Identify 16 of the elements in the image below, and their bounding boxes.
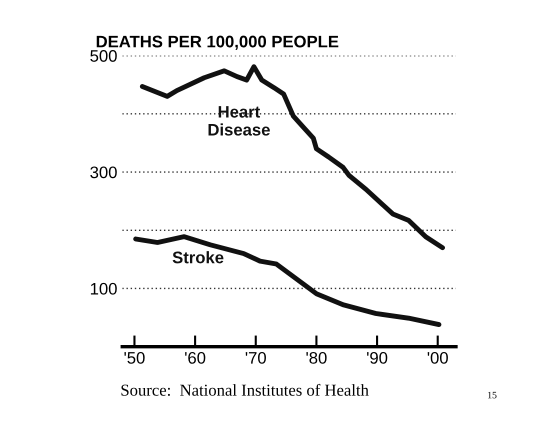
y-tick-label: 100: [90, 282, 117, 295]
source-note: Source: National Institutes of Health: [121, 384, 369, 396]
line-series: [133, 234, 442, 327]
series-label: Heart Disease: [208, 106, 270, 136]
y-tick-label: 500: [90, 50, 117, 62]
line-series: [140, 64, 446, 250]
x-tick-label: '00: [428, 352, 448, 364]
x-tick-label: '60: [185, 352, 206, 364]
text: 15: [488, 392, 497, 398]
chart-title: DEATHS PER 100,000 PEOPLE: [96, 36, 338, 50]
x-tick-label: '90: [367, 352, 388, 364]
x-tick-label: '70: [246, 352, 266, 364]
x-tick-label: '50: [124, 352, 145, 364]
series-label: Stroke: [172, 251, 224, 264]
y-tick-label: 300: [90, 166, 117, 178]
x-tick-label: '80: [306, 352, 327, 364]
